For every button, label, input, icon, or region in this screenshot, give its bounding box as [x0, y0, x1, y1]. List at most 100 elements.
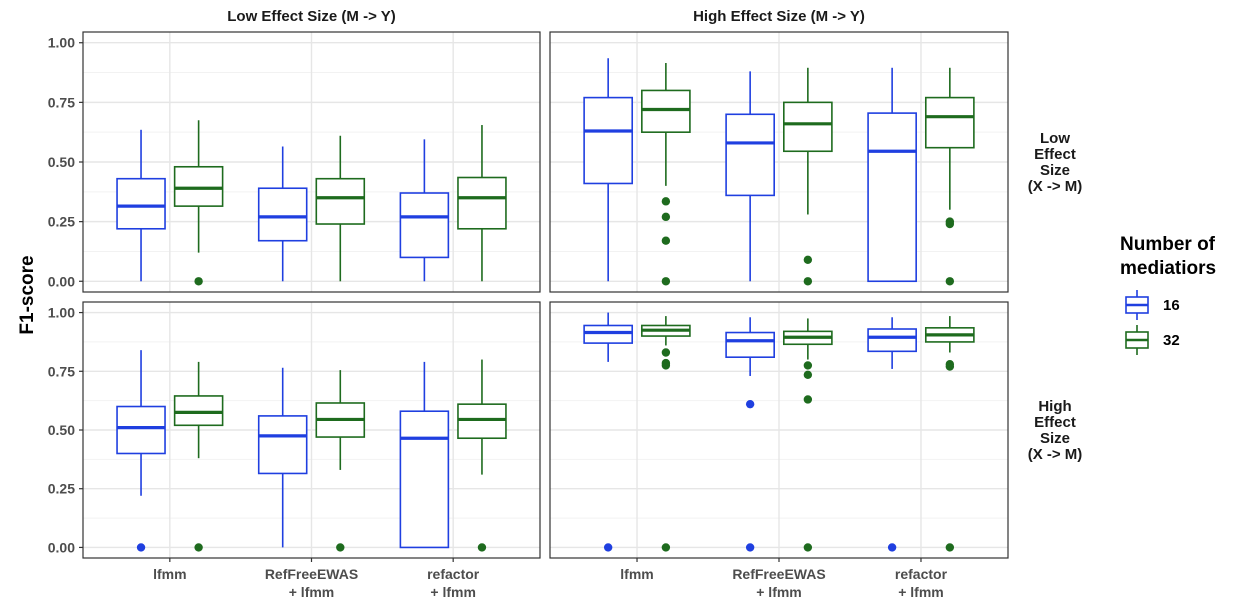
box-32-cat1: [315, 370, 366, 552]
box-16-cat0: [583, 312, 634, 552]
outlier-point: [603, 543, 613, 552]
x-tick-label: refactor: [427, 566, 480, 582]
box-iqr: [399, 192, 450, 259]
box-32-cat0: [173, 361, 224, 552]
outlier-point: [661, 212, 671, 222]
box-iqr: [583, 96, 634, 185]
legend-label: 16: [1163, 297, 1180, 314]
box-iqr: [315, 177, 366, 225]
y-tick-label: 0.25: [48, 481, 75, 497]
outlier-point: [945, 277, 955, 286]
x-tick-label: RefFreeEWAS: [732, 566, 825, 582]
box-iqr: [116, 177, 166, 230]
y-tick-label: 0.75: [48, 363, 75, 379]
box-16-cat2: [867, 67, 917, 283]
row-strip-label: Effect: [1034, 414, 1076, 431]
outlier-point: [661, 348, 671, 357]
outlier-point: [477, 543, 487, 552]
row-strip-label: (X -> M): [1028, 178, 1083, 195]
x-tick-label: + lfmm: [756, 584, 802, 600]
x-tick-label: refactor: [895, 566, 948, 582]
y-axis-title: F1-score: [17, 255, 38, 334]
row-strip-label: Size: [1040, 430, 1070, 447]
box-iqr: [924, 96, 975, 149]
y-tick-label: 1.00: [48, 35, 75, 51]
box-16-cat1: [725, 317, 775, 552]
panel-0-0: 0.00 0.25 0.50 0.75 1.00: [48, 31, 541, 293]
outlier-point: [945, 543, 955, 552]
row-strip-label: Low: [1040, 130, 1070, 147]
box-16-cat2: [399, 361, 450, 549]
outlier-point: [136, 543, 146, 552]
outlier-point: [945, 219, 955, 229]
box-iqr: [641, 89, 691, 133]
outlier-point: [745, 543, 755, 552]
outlier-point: [745, 399, 755, 409]
box-iqr: [257, 187, 308, 242]
outlier-point: [194, 277, 203, 286]
panel-1-1: lfmm RefFreeEWAS + lfmm refactor + lfmm: [549, 301, 1009, 600]
box-32-cat1: [783, 67, 833, 286]
outlier-point: [803, 255, 813, 264]
row-strip-label: High: [1038, 398, 1071, 415]
box-16-cat0: [583, 58, 634, 282]
x-tick-label: + lfmm: [430, 584, 476, 600]
y-tick-label: 0.00: [48, 539, 75, 555]
outlier-point: [661, 277, 671, 286]
x-tick-label: lfmm: [620, 566, 653, 582]
box-iqr: [399, 410, 450, 549]
box-32-cat0: [641, 63, 691, 286]
box-32-cat2: [924, 67, 975, 286]
box-32-cat2: [457, 125, 507, 282]
box-16-cat1: [257, 367, 308, 548]
box-iqr: [116, 405, 166, 455]
y-tick-label: 0.75: [48, 94, 75, 110]
box-16-cat1: [257, 146, 308, 282]
box-32-cat0: [173, 120, 224, 286]
y-tick-label: 0.50: [48, 422, 75, 438]
outlier-point: [194, 543, 203, 552]
row-strip-label: Size: [1040, 162, 1070, 179]
box-iqr: [457, 176, 507, 230]
box-iqr: [725, 113, 775, 197]
y-tick-label: 0.25: [48, 214, 75, 230]
panel-1-0: 0.00 0.25 0.50 0.75 1.00 lfmm RefFreeEWAS + lfm…: [48, 301, 541, 600]
box-iqr: [173, 165, 224, 207]
box-16-cat1: [725, 71, 775, 282]
y-tick-label: 0.00: [48, 273, 75, 289]
outlier-point: [661, 361, 671, 370]
panel-0-1: [549, 31, 1009, 293]
box-iqr: [725, 331, 775, 358]
box-iqr: [867, 112, 917, 283]
box-16-cat0: [116, 350, 166, 552]
x-tick-label: + lfmm: [898, 584, 944, 600]
box-iqr: [867, 328, 917, 353]
outlier-point: [803, 543, 813, 552]
column-strip-label: High Effect Size (M -> Y): [693, 8, 865, 25]
outlier-point: [887, 543, 897, 552]
box-iqr: [173, 395, 224, 427]
box-32-cat1: [315, 135, 366, 282]
x-tick-label: + lfmm: [289, 584, 335, 600]
box-16-cat0: [116, 129, 166, 282]
box-iqr: [783, 101, 833, 153]
outlier-point: [945, 362, 955, 371]
outlier-point: [803, 361, 813, 370]
box-32-cat2: [457, 359, 507, 552]
outlier-point: [661, 236, 671, 245]
x-tick-label: RefFreeEWAS: [265, 566, 358, 582]
outlier-point: [803, 277, 813, 286]
box-32-cat1: [783, 318, 833, 552]
box-16-cat2: [399, 139, 450, 282]
outlier-point: [661, 197, 671, 206]
panel-border: [549, 31, 1009, 293]
box-iqr: [257, 415, 308, 475]
legend-title: mediatiors: [1120, 258, 1216, 279]
x-tick-label: lfmm: [153, 566, 186, 582]
column-strip-label: Low Effect Size (M -> Y): [227, 8, 396, 25]
box-32-cat2: [924, 316, 975, 552]
outlier-point: [661, 543, 671, 552]
legend-label: 32: [1163, 332, 1180, 349]
legend: Number of mediatiors 16 32: [1120, 234, 1216, 355]
legend-title: Number of: [1120, 234, 1216, 255]
